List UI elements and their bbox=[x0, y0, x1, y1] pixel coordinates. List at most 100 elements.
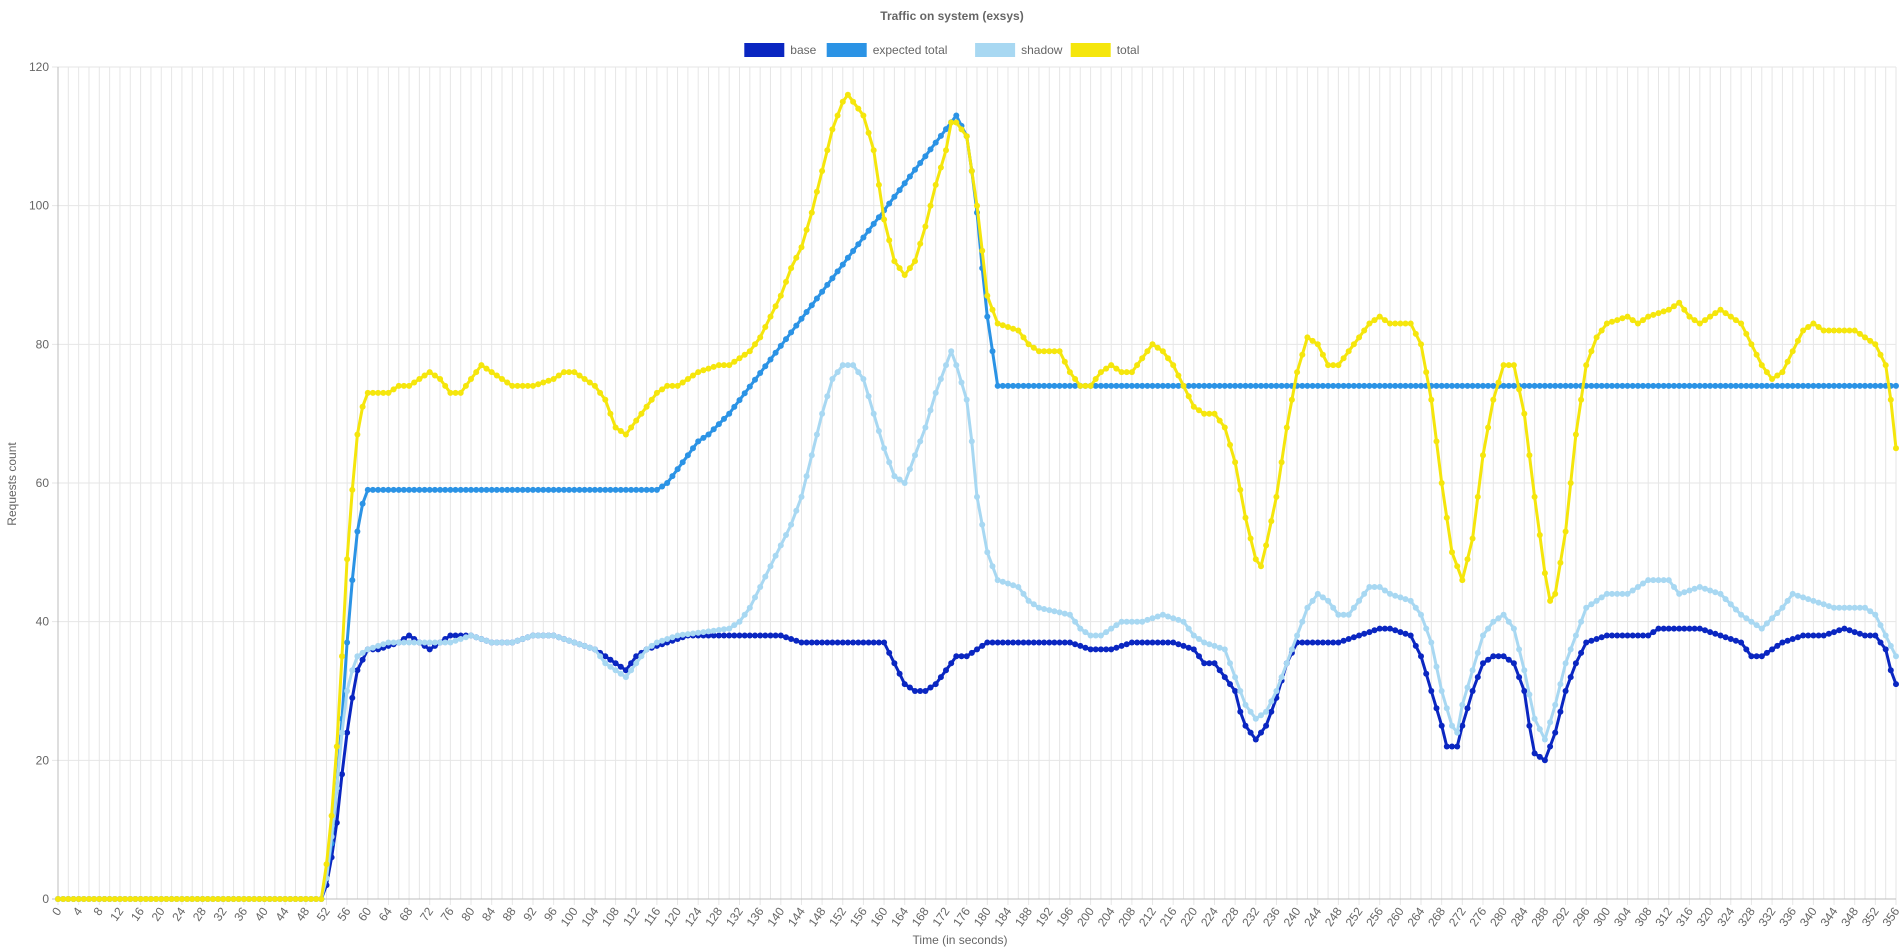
data-point bbox=[1650, 629, 1657, 636]
data-point bbox=[633, 486, 640, 493]
data-point bbox=[1345, 611, 1352, 618]
data-point bbox=[1831, 629, 1837, 636]
data-point bbox=[1402, 596, 1409, 603]
data-point bbox=[344, 729, 351, 736]
series-total bbox=[55, 91, 1899, 902]
data-point bbox=[1376, 625, 1383, 632]
data-point bbox=[674, 632, 681, 639]
data-point bbox=[886, 237, 893, 244]
data-point bbox=[1464, 684, 1471, 691]
chart-legend[interactable]: base expected total shadow total bbox=[744, 43, 1139, 57]
data-point bbox=[943, 147, 949, 154]
data-point bbox=[1686, 625, 1693, 632]
data-point bbox=[333, 819, 340, 826]
data-point bbox=[901, 480, 908, 486]
data-point bbox=[968, 649, 975, 656]
data-point bbox=[1216, 667, 1223, 674]
data-point bbox=[1588, 382, 1595, 389]
data-point bbox=[1495, 615, 1502, 622]
data-point bbox=[1846, 604, 1853, 611]
data-point bbox=[591, 382, 598, 389]
data-point bbox=[1433, 705, 1440, 712]
x-tick-label: 152 bbox=[826, 904, 849, 929]
data-point bbox=[1180, 642, 1187, 649]
data-point bbox=[1510, 362, 1517, 369]
data-point bbox=[349, 694, 356, 701]
data-point bbox=[1046, 607, 1053, 614]
data-point bbox=[1196, 636, 1202, 642]
x-tick-label: 84 bbox=[479, 904, 498, 923]
data-point bbox=[1800, 327, 1807, 334]
data-point bbox=[1020, 382, 1027, 389]
data-point bbox=[1459, 722, 1466, 729]
data-point bbox=[1769, 615, 1776, 622]
data-point bbox=[1867, 632, 1874, 639]
data-point bbox=[535, 486, 542, 493]
data-point bbox=[1221, 646, 1228, 653]
data-point bbox=[1727, 636, 1734, 642]
legend-item-expected-total[interactable]: expected total bbox=[826, 43, 948, 57]
data-point bbox=[1149, 382, 1156, 389]
data-point bbox=[354, 667, 361, 674]
x-tick-label: 128 bbox=[702, 904, 725, 929]
data-point bbox=[695, 629, 702, 636]
data-point bbox=[968, 438, 975, 445]
data-point bbox=[1201, 382, 1208, 389]
data-point bbox=[731, 622, 738, 629]
data-point bbox=[1614, 382, 1621, 389]
data-point bbox=[1820, 601, 1827, 608]
data-point bbox=[917, 688, 924, 694]
data-point bbox=[488, 639, 495, 646]
data-point bbox=[442, 382, 449, 389]
x-tick-label: 232 bbox=[1239, 904, 1262, 929]
data-point bbox=[333, 785, 340, 792]
data-point bbox=[674, 382, 681, 389]
data-point bbox=[457, 636, 464, 642]
data-point bbox=[1072, 641, 1079, 648]
legend-item-shadow[interactable]: shadow bbox=[975, 43, 1063, 57]
x-tick-label: 252 bbox=[1343, 904, 1366, 929]
data-point bbox=[984, 549, 991, 556]
data-point bbox=[271, 896, 278, 902]
data-point bbox=[1041, 639, 1048, 646]
data-point bbox=[1624, 590, 1631, 597]
data-point bbox=[359, 649, 366, 656]
data-point bbox=[1196, 382, 1202, 389]
data-point bbox=[468, 632, 474, 639]
data-point bbox=[1578, 649, 1585, 656]
data-point bbox=[1779, 369, 1786, 376]
data-point bbox=[1381, 587, 1388, 594]
data-point bbox=[1655, 310, 1662, 317]
data-point bbox=[473, 486, 480, 493]
data-point bbox=[447, 632, 454, 639]
data-point bbox=[1836, 382, 1843, 389]
data-point bbox=[1619, 632, 1626, 639]
data-point bbox=[855, 639, 862, 646]
data-point bbox=[1005, 324, 1011, 330]
data-point bbox=[808, 209, 815, 216]
data-point bbox=[586, 486, 593, 493]
data-point bbox=[1170, 362, 1177, 369]
data-point bbox=[963, 396, 970, 403]
data-point bbox=[917, 160, 924, 166]
data-point bbox=[1743, 382, 1750, 389]
data-point bbox=[1304, 382, 1311, 389]
data-point bbox=[1201, 660, 1208, 667]
data-point bbox=[1159, 639, 1166, 646]
data-point bbox=[581, 376, 588, 382]
legend-item-total[interactable]: total bbox=[1070, 43, 1140, 57]
data-point bbox=[1113, 382, 1120, 389]
data-point bbox=[375, 389, 382, 396]
data-point bbox=[566, 369, 573, 376]
data-point bbox=[1541, 736, 1548, 743]
data-point bbox=[1691, 625, 1698, 632]
data-point bbox=[989, 639, 996, 646]
data-point bbox=[1469, 382, 1476, 389]
legend-item-base[interactable]: base bbox=[744, 43, 817, 57]
data-point bbox=[473, 634, 480, 641]
data-point bbox=[540, 379, 547, 386]
data-point bbox=[488, 369, 495, 376]
data-point bbox=[354, 431, 361, 438]
data-point bbox=[1562, 382, 1569, 389]
data-point bbox=[994, 577, 1001, 584]
